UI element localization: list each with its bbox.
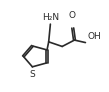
Text: OH: OH xyxy=(88,32,101,41)
Text: H₂N: H₂N xyxy=(42,13,59,22)
Text: S: S xyxy=(30,70,35,79)
Text: O: O xyxy=(69,11,76,20)
